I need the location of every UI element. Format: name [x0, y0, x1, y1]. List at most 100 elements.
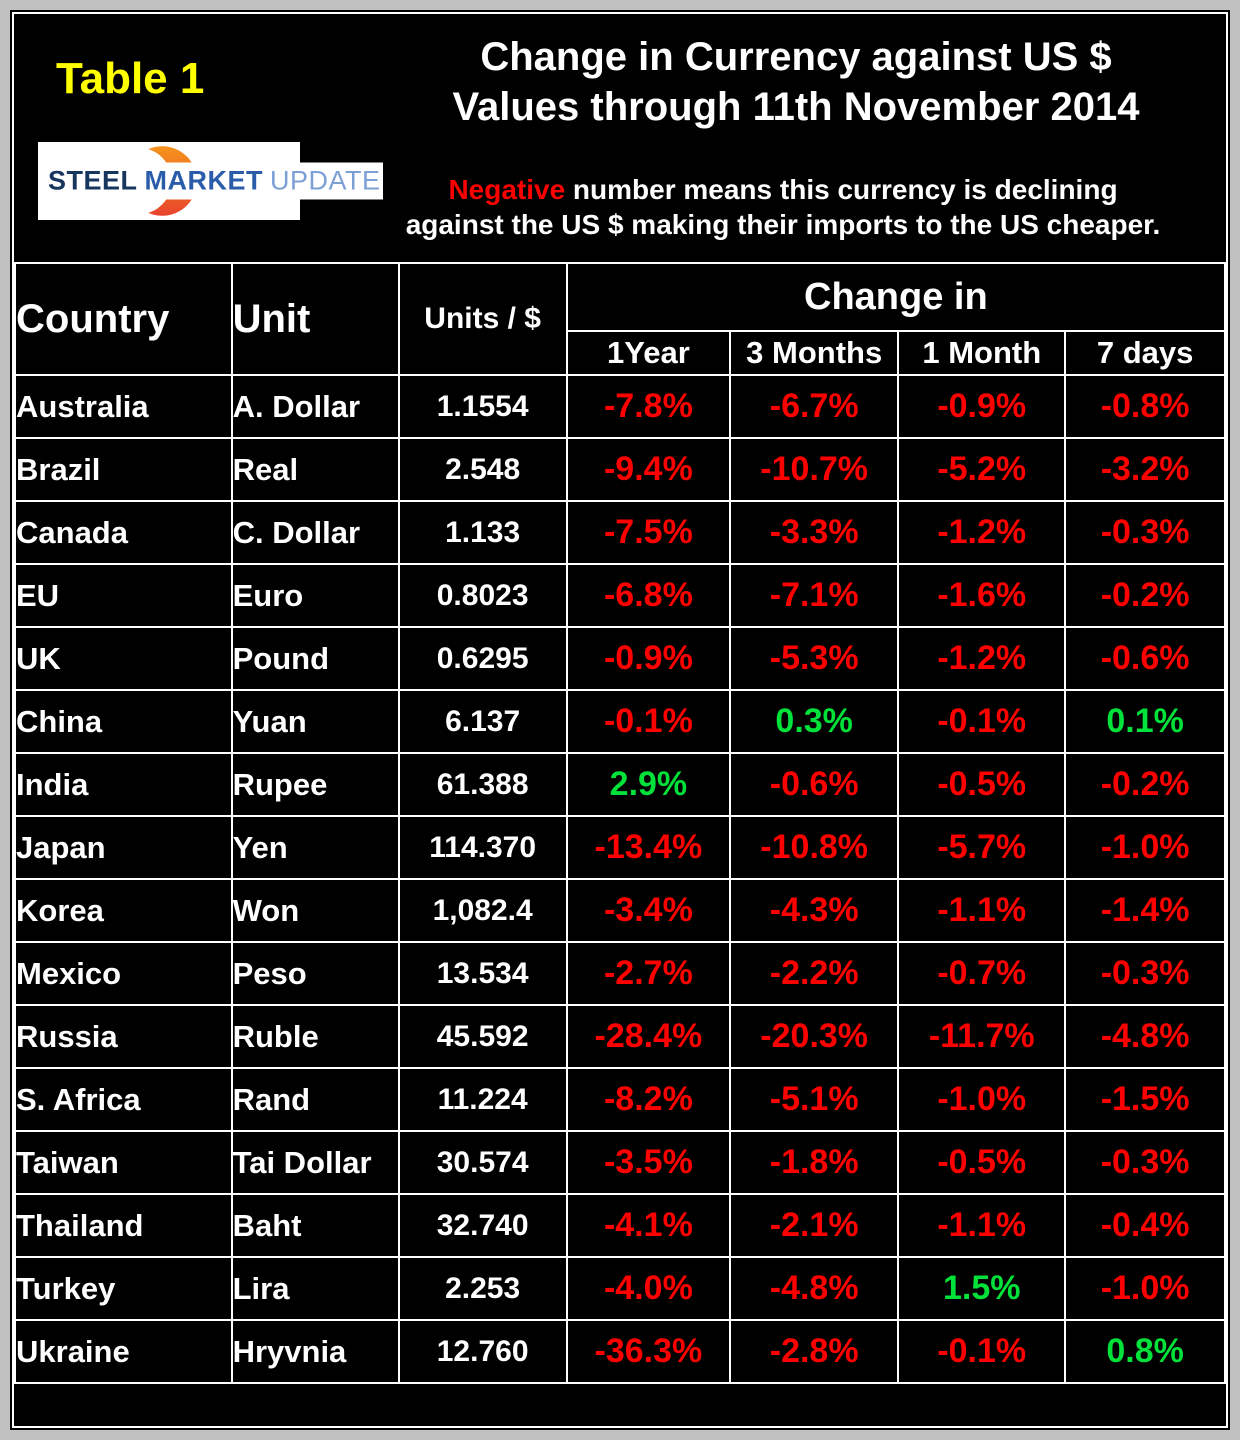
- cell-change-3months: -0.6%: [729, 752, 900, 817]
- cell-units-per-dollar: 0.6295: [397, 626, 568, 691]
- cell-change-1month: 1.5%: [897, 1256, 1067, 1321]
- cell-units-per-dollar: 12.760: [397, 1319, 568, 1384]
- cell-change-1year: -13.4%: [565, 815, 732, 880]
- cell-change-1month: -0.7%: [897, 941, 1067, 1006]
- cell-change-3months: -2.2%: [729, 941, 900, 1006]
- col-header-3months: 3 Months: [729, 330, 900, 376]
- cell-change-7days: -4.8%: [1064, 1004, 1226, 1069]
- cell-change-7days: 0.1%: [1064, 689, 1226, 754]
- cell-country: EU: [14, 563, 233, 628]
- logo-text: STEEL MARKET UPDATE: [46, 162, 383, 200]
- table-row: China Yuan 6.137 -0.1% 0.3% -0.1% 0.1%: [14, 689, 1226, 754]
- cell-change-7days: -1.0%: [1064, 815, 1226, 880]
- cell-change-1month: -11.7%: [897, 1004, 1067, 1069]
- note-negative-word: Negative: [448, 174, 566, 205]
- cell-change-1year: -3.5%: [565, 1130, 732, 1195]
- cell-units-per-dollar: 6.137: [397, 689, 568, 754]
- cell-unit: A. Dollar: [230, 374, 400, 439]
- cell-change-1month: -1.2%: [897, 626, 1067, 691]
- cell-unit: Yuan: [230, 689, 400, 754]
- cell-change-3months: -10.7%: [729, 437, 900, 502]
- cell-country: India: [14, 752, 233, 817]
- cell-units-per-dollar: 2.548: [397, 437, 568, 502]
- currency-table-body: Australia A. Dollar 1.1554 -7.8% -6.7% -0.9% -…: [14, 374, 1226, 1384]
- cell-unit: Yen: [230, 815, 400, 880]
- table-row: Canada C. Dollar 1.133 -7.5% -3.3% -1.2% -0.3%: [14, 500, 1226, 565]
- cell-unit: Euro: [230, 563, 400, 628]
- table-row: Taiwan Tai Dollar 30.574 -3.5% -1.8% -0.5% -0.…: [14, 1130, 1226, 1195]
- cell-change-3months: -2.1%: [729, 1193, 900, 1258]
- cell-units-per-dollar: 13.534: [397, 941, 568, 1006]
- table-row: Turkey Lira 2.253 -4.0% -4.8% 1.5% -1.0%: [14, 1256, 1226, 1321]
- cell-change-7days: -1.0%: [1064, 1256, 1226, 1321]
- cell-units-per-dollar: 11.224: [397, 1067, 568, 1132]
- cell-units-per-dollar: 0.8023: [397, 563, 568, 628]
- table-label: Table 1: [56, 54, 205, 103]
- page-title: Change in Currency against US $ Values t…: [370, 32, 1222, 132]
- cell-change-1year: -2.7%: [565, 941, 732, 1006]
- cell-change-1year: -6.8%: [565, 563, 732, 628]
- cell-country: China: [14, 689, 233, 754]
- cell-country: Brazil: [14, 437, 233, 502]
- table-row: S. Africa Rand 11.224 -8.2% -5.1% -1.0% -1.5%: [14, 1067, 1226, 1132]
- cell-country: Canada: [14, 500, 233, 565]
- cell-change-1month: -1.6%: [897, 563, 1067, 628]
- cell-change-3months: -4.3%: [729, 878, 900, 943]
- cell-units-per-dollar: 30.574: [397, 1130, 568, 1195]
- col-header-1year: 1Year: [565, 330, 732, 376]
- cell-change-7days: -3.2%: [1064, 437, 1226, 502]
- note: Negative number means this currency is d…: [344, 172, 1222, 242]
- cell-unit: Won: [230, 878, 400, 943]
- cell-units-per-dollar: 1.1554: [397, 374, 568, 439]
- cell-change-1month: -5.2%: [897, 437, 1067, 502]
- table-header-row-2: 1Year 3 Months 1 Month 7 days: [15, 330, 1226, 376]
- cell-unit: Peso: [230, 941, 400, 1006]
- cell-country: Japan: [14, 815, 233, 880]
- cell-country: Thailand: [14, 1193, 233, 1258]
- cell-country: Ukraine: [14, 1319, 233, 1384]
- cell-change-7days: -0.8%: [1064, 374, 1226, 439]
- cell-country: Korea: [14, 878, 233, 943]
- cell-change-1year: -3.4%: [565, 878, 732, 943]
- cell-units-per-dollar: 32.740: [397, 1193, 568, 1258]
- cell-country: Russia: [14, 1004, 233, 1069]
- cell-country: Australia: [14, 374, 233, 439]
- cell-units-per-dollar: 1,082.4: [397, 878, 568, 943]
- cell-change-7days: -0.6%: [1064, 626, 1226, 691]
- cell-units-per-dollar: 2.253: [397, 1256, 568, 1321]
- table-row: EU Euro 0.8023 -6.8% -7.1% -1.6% -0.2%: [14, 563, 1226, 628]
- cell-change-1month: -1.1%: [897, 878, 1067, 943]
- cell-change-1month: -5.7%: [897, 815, 1067, 880]
- panel-frame: Table 1 STEEL MARKET UPDATE: [10, 10, 1230, 1430]
- cell-unit: Ruble: [230, 1004, 400, 1069]
- col-header-1month: 1 Month: [897, 330, 1067, 376]
- cell-change-7days: -0.2%: [1064, 752, 1226, 817]
- cell-change-1month: -1.0%: [897, 1067, 1067, 1132]
- table-row: Thailand Baht 32.740 -4.1% -2.1% -1.1% -0.4%: [14, 1193, 1226, 1258]
- cell-unit: Pound: [230, 626, 400, 691]
- cell-units-per-dollar: 1.133: [397, 500, 568, 565]
- note-line-1: Negative number means this currency is d…: [344, 172, 1222, 207]
- cell-change-3months: -5.1%: [729, 1067, 900, 1132]
- cell-change-1month: -0.5%: [897, 752, 1067, 817]
- cell-change-7days: 0.8%: [1064, 1319, 1226, 1384]
- col-header-country: Country: [14, 262, 233, 376]
- table-row: UK Pound 0.6295 -0.9% -5.3% -1.2% -0.6%: [14, 626, 1226, 691]
- cell-units-per-dollar: 114.370: [397, 815, 568, 880]
- cell-unit: Real: [230, 437, 400, 502]
- logo-word-steel: STEEL: [48, 165, 138, 196]
- cell-change-1year: -0.9%: [565, 626, 732, 691]
- panel: Table 1 STEEL MARKET UPDATE: [12, 12, 1228, 1428]
- table-row: Australia A. Dollar 1.1554 -7.8% -6.7% -0.9% -…: [14, 374, 1226, 439]
- table-row: Brazil Real 2.548 -9.4% -10.7% -5.2% -3.2%: [14, 437, 1226, 502]
- cell-change-7days: -1.4%: [1064, 878, 1226, 943]
- note-line-2: against the US $ making their imports to…: [405, 209, 1161, 240]
- cell-change-1month: -0.5%: [897, 1130, 1067, 1195]
- table-row: Ukraine Hryvnia 12.760 -36.3% -2.8% -0.1% 0.8%: [14, 1319, 1226, 1384]
- cell-change-7days: -0.4%: [1064, 1193, 1226, 1258]
- cell-country: Taiwan: [14, 1130, 233, 1195]
- cell-change-1year: -0.1%: [565, 689, 732, 754]
- cell-change-1year: -36.3%: [565, 1319, 732, 1384]
- cell-change-1year: -7.5%: [565, 500, 732, 565]
- cell-change-1month: -0.9%: [897, 374, 1067, 439]
